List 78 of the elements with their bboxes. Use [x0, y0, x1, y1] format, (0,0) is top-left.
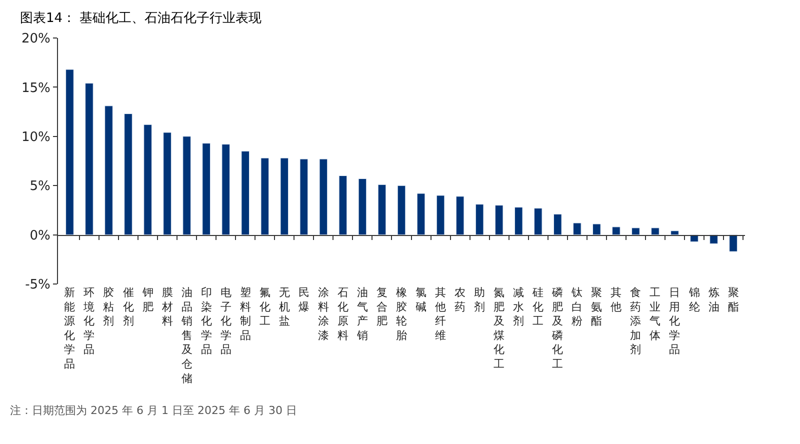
- y-tick-label: 5%: [30, 179, 50, 194]
- bar: [66, 69, 74, 236]
- bar: [494, 205, 504, 236]
- x-tick-label: 其他: [610, 286, 622, 314]
- x-tick-label: 炼油: [708, 286, 720, 314]
- bar: [670, 230, 679, 236]
- x-tick-label: 橡胶轮胎: [396, 286, 407, 342]
- bar: [553, 214, 562, 236]
- x-tick-label: 锦纶: [688, 286, 700, 314]
- bar: [124, 114, 132, 236]
- bar: [436, 195, 445, 236]
- y-tick-label: 0%: [30, 228, 50, 244]
- bar: [397, 185, 406, 236]
- bar: [534, 208, 542, 236]
- x-tick-label: 助剂: [474, 286, 486, 314]
- x-tick-label: 民爆: [298, 286, 310, 314]
- bar: [358, 178, 367, 236]
- x-tick-label: 新能源化学品: [64, 286, 76, 370]
- x-tick-label: 油品销售及仓储: [180, 286, 192, 385]
- x-tick-label: 聚酯: [728, 286, 739, 314]
- x-tick-label: 电子化学品: [220, 286, 232, 356]
- bar: [612, 226, 620, 236]
- x-tick-label: 钾肥: [141, 286, 154, 314]
- y-tick-label: 20%: [21, 32, 50, 47]
- bar: [182, 136, 191, 236]
- x-tick-label: 涂料涂漆: [318, 286, 329, 342]
- x-tick-label: 其他纤维: [435, 286, 446, 342]
- bar: [710, 234, 718, 244]
- x-tick-label: 聚氨酯: [591, 286, 602, 328]
- y-tick-label: 15%: [21, 80, 50, 96]
- bar: [260, 158, 270, 236]
- bar: [319, 158, 328, 236]
- bar: [416, 193, 426, 236]
- x-tick-label: 日用化学品: [669, 286, 680, 356]
- bar: [573, 222, 582, 236]
- bar: [144, 124, 152, 236]
- x-tick-label: 氯碱: [416, 286, 427, 314]
- x-tick-label: 工业气体: [650, 286, 661, 342]
- x-tick-label: 石化原料: [337, 286, 348, 342]
- x-tick-label: 胶粘剂: [103, 286, 114, 328]
- text: 注：日期范围为 2025 年 6 月 1 日至 2025 年 6 月 30 日: [10, 404, 297, 417]
- x-tick-label: 复合肥: [376, 286, 388, 328]
- bar: [202, 143, 210, 236]
- bar: [280, 158, 289, 236]
- x-tick-label: 农药: [454, 286, 466, 314]
- bar: [85, 83, 94, 236]
- x-tick-label: 环境化学品: [82, 286, 95, 356]
- y-tick-label: 10%: [21, 130, 50, 145]
- x-tick-label: 硅化工: [532, 286, 544, 328]
- bar: [338, 176, 348, 236]
- bar: [378, 184, 386, 236]
- bar: [592, 224, 601, 236]
- x-tick-label: 磷肥及磷化工: [551, 286, 564, 370]
- x-tick-label: 膜材料: [160, 286, 173, 328]
- bar: [632, 228, 640, 236]
- x-tick-label: 氮肥及煤化工: [494, 286, 505, 370]
- x-tick-label: 印染化学品: [200, 286, 212, 356]
- x-tick-label: 钛白粉: [570, 286, 583, 328]
- x-tick-label: 油气产销: [356, 286, 368, 342]
- bar: [104, 106, 113, 236]
- bar: [241, 150, 250, 236]
- bar: [475, 204, 484, 236]
- x-tick-label: 食药添加剂: [630, 286, 642, 356]
- bar: [163, 132, 172, 236]
- bar: [651, 228, 660, 236]
- x-tick-label: 催化剂: [122, 286, 134, 328]
- x-tick-label: 减水剂: [513, 286, 524, 328]
- bar: [729, 234, 738, 252]
- x-tick-label: 塑料制品: [240, 286, 251, 342]
- bar: [300, 158, 308, 236]
- bar: [690, 234, 698, 242]
- bar: [456, 196, 464, 236]
- chart-title: 图表14： 基础化工、石油石化子行业表现: [20, 11, 262, 26]
- x-tick-label: 氟化工: [259, 286, 270, 328]
- y-tick-label: -5%: [25, 278, 50, 293]
- bar: [222, 144, 230, 236]
- bar: [514, 207, 523, 236]
- x-tick-label: 无机盐: [278, 286, 290, 328]
